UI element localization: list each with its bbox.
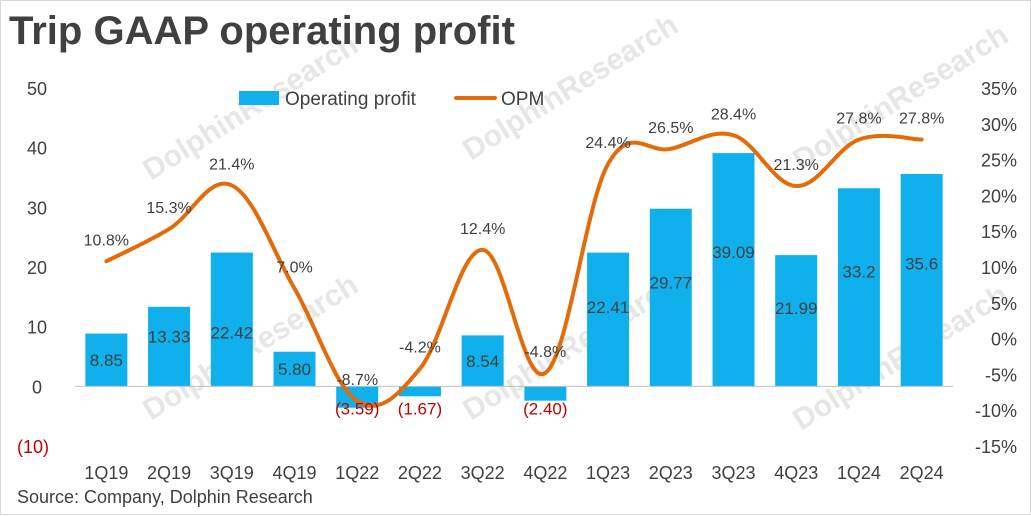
legend: Operating profit OPM [239, 89, 544, 110]
y-right-tick-1: 30% [981, 115, 1017, 135]
x-tick-1Q23: 1Q23 [586, 463, 630, 483]
opm-label-1Q24: 27.8% [836, 111, 881, 128]
y-axis-right: 35% 30% 25% 20% 15% 10% 5% 0% -5% -10% -15% [975, 79, 1017, 457]
y-right-tick-0: 35% [981, 79, 1017, 99]
bar-4Q19 [273, 351, 316, 387]
opm-label-2Q19: 15.3% [146, 200, 191, 217]
bar-label-2Q22: (1.67) [398, 399, 442, 418]
x-axis: 1Q19 2Q19 3Q19 4Q19 1Q22 2Q22 3Q22 4Q22 1Q23 2Q23… [84, 463, 943, 483]
x-tick-3Q22: 3Q22 [461, 463, 505, 483]
bar-label-3Q22: 8.54 [466, 352, 499, 371]
x-tick-2Q22: 2Q22 [398, 463, 442, 483]
y-left-tick-3: 20 [27, 258, 47, 278]
y-right-tick-9: -10% [975, 401, 1017, 421]
x-tick-4Q22: 4Q22 [523, 463, 567, 483]
bar-label-3Q19: 22.42 [211, 324, 254, 343]
legend-label-operating-profit: Operating profit [285, 89, 417, 110]
x-tick-1Q24: 1Q24 [837, 463, 881, 483]
bar-3Q22 [461, 335, 504, 387]
bar-1Q23 [587, 252, 630, 387]
bar-labels-layer: 8.85 13.33 22.42 5.80 (3.59) (1.67) 8.54 (2.40)… [90, 243, 938, 418]
x-tick-3Q19: 3Q19 [210, 463, 254, 483]
bar-4Q22 [524, 386, 567, 401]
bar-label-4Q22: (2.40) [523, 399, 567, 418]
opm-label-3Q19: 21.4% [209, 156, 254, 173]
opm-labels-layer: 10.8% 15.3% 21.4% 7.0% -8.7% -4.2% 12.4% -4.8% 2… [84, 106, 945, 389]
opm-label-3Q23: 28.4% [711, 106, 756, 123]
y-right-tick-5: 10% [981, 258, 1017, 278]
x-tick-2Q19: 2Q19 [147, 463, 191, 483]
y-right-tick-3: 20% [981, 186, 1017, 206]
y-left-tick-0: 50 [27, 79, 47, 99]
y-right-tick-7: 0% [991, 330, 1017, 350]
opm-label-2Q23: 26.5% [648, 120, 693, 137]
opm-label-1Q19: 10.8% [84, 232, 129, 249]
y-left-tick-5: 0 [32, 377, 42, 397]
x-tick-4Q23: 4Q23 [774, 463, 818, 483]
bar-2Q19 [148, 306, 191, 387]
bar-label-2Q23: 29.77 [650, 274, 693, 293]
bar-label-2Q24: 35.6 [905, 255, 938, 274]
opm-label-3Q22: 12.4% [460, 221, 505, 238]
bar-2Q22 [398, 386, 441, 397]
legend-label-opm: OPM [501, 89, 544, 110]
y-right-tick-4: 15% [981, 222, 1017, 242]
y-left-tick-2: 30 [27, 198, 47, 218]
bar-label-1Q19: 8.85 [90, 351, 123, 370]
x-tick-4Q19: 4Q19 [272, 463, 316, 483]
y-right-tick-8: -5% [985, 365, 1017, 385]
y-left-tick-6: (10) [17, 437, 49, 457]
y-left-tick-4: 10 [27, 318, 47, 338]
y-left-tick-1: 40 [27, 139, 47, 159]
opm-label-2Q22: -4.2% [399, 340, 441, 357]
bar-4Q23 [775, 255, 818, 387]
bar-label-4Q23: 21.99 [775, 299, 818, 318]
bar-label-1Q22: (3.59) [335, 399, 379, 418]
bar-label-2Q19: 13.33 [148, 328, 191, 347]
bars-layer [85, 153, 943, 408]
x-tick-2Q23: 2Q23 [649, 463, 693, 483]
y-axis-left: 50 40 30 20 10 0 (10) [17, 79, 49, 457]
opm-label-2Q24: 27.8% [899, 111, 944, 128]
watermark-2: DolphinResearch [787, 18, 1014, 177]
opm-label-4Q23: 21.3% [774, 157, 819, 174]
opm-label-1Q22: -8.7% [336, 372, 378, 389]
source-note: Source: Company, Dolphin Research [17, 487, 313, 507]
bar-3Q19 [210, 252, 253, 387]
opm-label-4Q22: -4.8% [524, 344, 566, 361]
y-right-tick-10: -15% [975, 437, 1017, 457]
opm-label-4Q19: 7.0% [276, 259, 312, 276]
x-tick-2Q24: 2Q24 [900, 463, 944, 483]
bar-label-4Q19: 5.80 [278, 360, 311, 379]
y-right-tick-6: 5% [991, 294, 1017, 314]
x-tick-1Q22: 1Q22 [335, 463, 379, 483]
bar-2Q24 [900, 173, 943, 387]
bar-label-3Q23: 39.09 [712, 243, 755, 262]
legend-swatch-operating-profit [239, 91, 279, 105]
bar-3Q23 [712, 153, 755, 387]
bar-1Q24 [837, 188, 880, 387]
chart-title: Trip GAAP operating profit [9, 9, 515, 53]
x-tick-1Q19: 1Q19 [84, 463, 128, 483]
bar-label-1Q23: 22.41 [587, 298, 630, 317]
y-right-tick-2: 25% [981, 151, 1017, 171]
bar-label-1Q24: 33.2 [842, 262, 875, 281]
x-tick-3Q23: 3Q23 [711, 463, 755, 483]
opm-label-1Q23: 24.4% [585, 135, 630, 152]
bar-2Q23 [649, 208, 692, 387]
watermark-layer: DolphinResearch DolphinResearch DolphinRes… [137, 8, 1014, 437]
opm-line [104, 131, 924, 408]
bar-1Q19 [85, 333, 128, 387]
